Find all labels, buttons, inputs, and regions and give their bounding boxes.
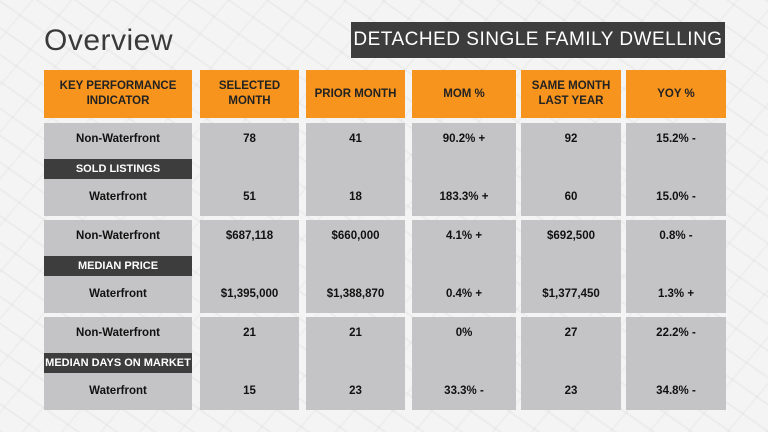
table-cell: $1,377,450 <box>542 288 600 300</box>
column-block <box>200 123 299 216</box>
column-header: SELECTED MONTH <box>200 70 299 118</box>
row-label: Non-Waterfront <box>76 133 160 145</box>
table-cell: 34.8% - <box>656 385 696 397</box>
column-block <box>412 220 516 313</box>
table-cell: 22.2% - <box>656 327 696 339</box>
table-cell: $687,118 <box>225 230 274 242</box>
table-cell: 15.0% - <box>656 191 696 203</box>
table-cell: $660,000 <box>331 230 380 242</box>
table-cell: 23 <box>564 385 578 397</box>
row-label: Non-Waterfront <box>76 327 160 339</box>
column-block <box>521 317 621 410</box>
column-block <box>412 317 516 410</box>
table-cell: 92 <box>564 133 578 145</box>
column-header: MOM % <box>412 70 516 118</box>
column-header: KEY PERFORMANCE INDICATOR <box>44 70 192 118</box>
table-cell: 60 <box>564 191 578 203</box>
table-cell: 0.8% - <box>659 230 693 242</box>
category-badge: DETACHED SINGLE FAMILY DWELLING <box>351 22 725 58</box>
table-cell: 0% <box>455 327 473 339</box>
column-header: YOY % <box>626 70 726 118</box>
table-cell: 21 <box>349 327 362 339</box>
table-cell: 18 <box>349 191 362 203</box>
column-header: SAME MONTH LAST YEAR <box>521 70 621 118</box>
row-label: Waterfront <box>89 191 147 203</box>
table-cell: 4.1% + <box>445 230 483 242</box>
column-header: PRIOR MONTH <box>306 70 405 118</box>
table-cell: 183.3% + <box>439 191 489 203</box>
table-cell: $1,388,870 <box>326 288 385 300</box>
table-cell: $1,395,000 <box>220 288 279 300</box>
table-cell: 33.3% - <box>444 385 484 397</box>
table-cell: 51 <box>243 191 256 203</box>
column-block <box>306 317 405 410</box>
section-label: SOLD LISTINGS <box>44 159 192 179</box>
table-cell: 23 <box>349 385 362 397</box>
row-label: Waterfront <box>89 385 147 397</box>
page-title: Overview <box>44 24 174 57</box>
table-cell: 0.4% + <box>445 288 483 300</box>
column-block <box>306 220 405 313</box>
table-cell: 21 <box>243 327 256 339</box>
table-cell: 41 <box>349 133 362 145</box>
table-cell: 1.3% + <box>657 288 695 300</box>
column-block <box>200 317 299 410</box>
column-block <box>626 123 726 216</box>
table-cell: 78 <box>243 133 256 145</box>
section-label: MEDIAN PRICE <box>44 256 192 276</box>
table-cell: $692,500 <box>547 230 595 242</box>
section-label: MEDIAN DAYS ON MARKET <box>44 353 192 373</box>
column-block <box>626 220 726 313</box>
column-block <box>626 317 726 410</box>
row-label: Non-Waterfront <box>76 230 160 242</box>
column-block <box>521 220 621 313</box>
column-block <box>200 220 299 313</box>
column-block <box>412 123 516 216</box>
table-cell: 90.2% + <box>442 133 486 145</box>
table-cell: 27 <box>564 327 578 339</box>
table-cell: 15 <box>243 385 256 397</box>
row-label: Waterfront <box>89 288 147 300</box>
table-cell: 15.2% - <box>656 133 696 145</box>
column-block <box>521 123 621 216</box>
column-block <box>306 123 405 216</box>
